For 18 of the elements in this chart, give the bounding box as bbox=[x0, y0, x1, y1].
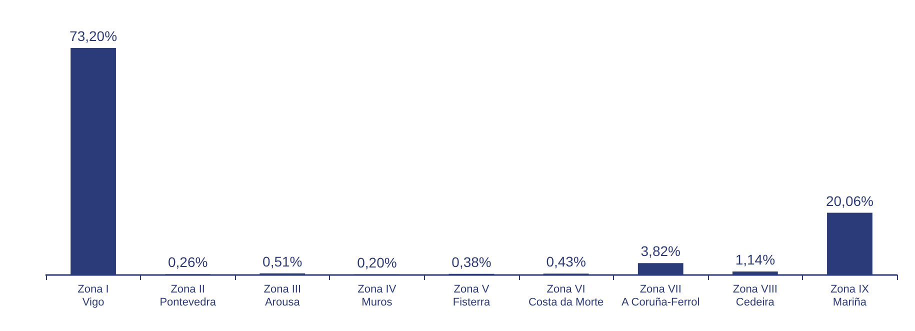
data-label: 0,38% bbox=[452, 254, 492, 270]
data-label: 73,20% bbox=[70, 28, 118, 44]
data-label: 20,06% bbox=[826, 192, 874, 209]
data-label: 1,14% bbox=[735, 251, 776, 268]
data-label: 0,26% bbox=[168, 254, 208, 270]
x-tick-label: Zona VI Costa da Morte bbox=[528, 284, 604, 308]
x-tick-label: Zona IX Mariña bbox=[830, 284, 870, 308]
data-label: 0,51% bbox=[262, 253, 302, 270]
x-tick-label: Zona IV Muros bbox=[358, 284, 397, 308]
data-label: 0,20% bbox=[357, 254, 397, 270]
data-label: 0,43% bbox=[546, 254, 586, 270]
x-tick-label: Zona I Vigo bbox=[78, 284, 109, 308]
x-tick-label: Zona II Pontevedra bbox=[160, 284, 217, 308]
data-label: 3,82% bbox=[640, 243, 680, 260]
x-tick-label: Zona VIII Cedeira bbox=[732, 284, 778, 308]
x-tick-label: Zona VII A Coruña-Ferrol bbox=[621, 284, 700, 308]
x-tick-label: Zona V Fisterra bbox=[452, 284, 492, 308]
x-tick-label: Zona III Arousa bbox=[264, 284, 302, 308]
